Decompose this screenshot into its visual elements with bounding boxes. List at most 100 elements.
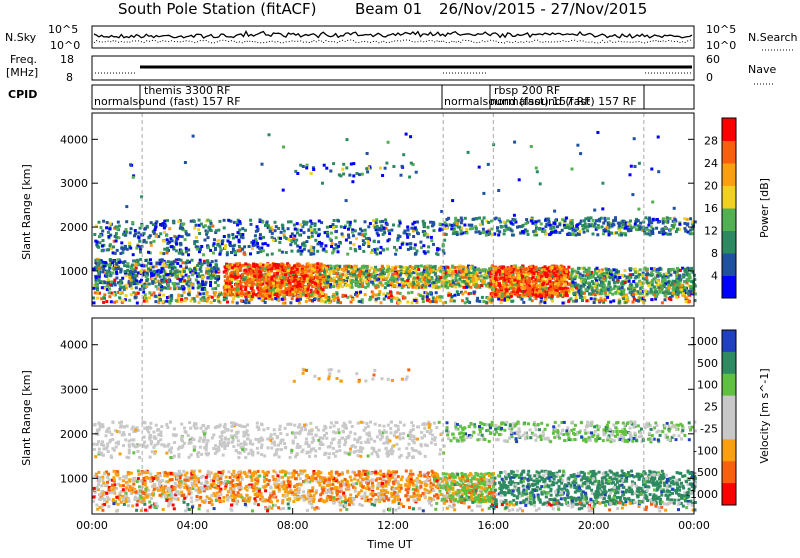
power-cell (249, 219, 252, 222)
power-cell (172, 220, 175, 223)
power-cell (131, 264, 134, 267)
power-cell (298, 233, 301, 236)
power-cell (593, 301, 596, 304)
power-cell (667, 292, 670, 295)
power-cell (193, 242, 196, 245)
power-cell (621, 286, 624, 289)
power-cell (461, 299, 464, 302)
power-cell (240, 292, 243, 295)
power-cell (314, 297, 317, 300)
power-cell (372, 219, 375, 222)
power-cell (214, 281, 217, 284)
power-cell (299, 298, 302, 301)
power-cell (244, 269, 247, 272)
power-cell (95, 243, 98, 246)
power-cell (285, 291, 288, 294)
power-cell (461, 265, 464, 268)
power-cell (387, 269, 390, 272)
power-cell (583, 271, 586, 274)
power-cell (261, 221, 264, 224)
power-cell (457, 293, 460, 296)
power-cell (436, 249, 439, 252)
power-cell (96, 263, 99, 266)
power-cell (432, 286, 435, 289)
power-cell (106, 221, 109, 224)
power-cell (655, 295, 658, 298)
power-cell (296, 268, 299, 271)
power-cell (262, 249, 265, 252)
power-cell (224, 293, 227, 296)
power-cell (426, 295, 429, 298)
power-cell (359, 228, 362, 231)
power-cell (411, 301, 414, 304)
power-cell (626, 299, 629, 302)
power-cell (193, 227, 196, 230)
power-cell (187, 233, 190, 236)
power-cell (332, 279, 335, 282)
power-cell (167, 260, 170, 263)
power-cell (166, 247, 169, 250)
power-cell (667, 281, 670, 284)
power-cell (132, 253, 135, 256)
power-cell (616, 281, 619, 284)
power-cell (204, 224, 207, 227)
power-cell (261, 294, 264, 297)
power-cell (197, 281, 200, 284)
power-cell (163, 220, 166, 223)
power-cell (521, 275, 524, 278)
power-cell (501, 270, 504, 273)
power-cell (228, 285, 231, 288)
power-cell (117, 221, 120, 224)
power-cell (130, 293, 133, 296)
power-cell (139, 258, 142, 261)
power-cell (287, 220, 290, 223)
power-cell (603, 289, 606, 292)
power-cell (281, 298, 284, 301)
power-cell (229, 282, 232, 285)
power-cell (602, 277, 605, 280)
power-cell (526, 279, 529, 282)
power-cell (149, 234, 152, 237)
power-cell (236, 270, 239, 273)
power-cell (299, 223, 302, 226)
power-cell (538, 267, 541, 270)
power-cell (98, 279, 101, 282)
power-cell (305, 240, 308, 243)
power-cell (238, 229, 241, 232)
power-cell (187, 277, 190, 280)
power-cell (215, 264, 218, 267)
power-cell (430, 239, 433, 242)
power-cell (538, 220, 541, 223)
power-cell (315, 270, 318, 273)
noise-panel: 10^5 10^0 10^5 10^0 (48, 23, 736, 52)
power-cell (675, 296, 678, 299)
power-cell (683, 289, 686, 292)
power-cell (462, 273, 465, 276)
power-cell (548, 277, 551, 280)
power-cell (374, 266, 377, 269)
power-cell (155, 265, 158, 268)
power-cell (130, 282, 133, 285)
nsky-series-line (94, 31, 692, 38)
power-cell (187, 253, 190, 256)
cpid-bar: normalsound (fast) 157 RF themis 3300 RF… (92, 84, 694, 109)
power-cell (201, 276, 204, 279)
power-cell (620, 293, 623, 296)
power-cell (330, 245, 333, 248)
power-cell (571, 284, 574, 287)
power-cell (510, 295, 513, 298)
power-cell (595, 282, 598, 285)
power-cell (668, 286, 671, 289)
power-cell (102, 220, 105, 223)
power-cell (102, 301, 105, 304)
power-cell (469, 292, 472, 295)
power-cell (271, 278, 274, 281)
power-cell (419, 294, 422, 297)
power-cell (326, 281, 329, 284)
power-cell (608, 281, 611, 284)
power-cell (688, 290, 691, 293)
power-cell (541, 272, 544, 275)
power-cell (148, 291, 151, 294)
power-cell (461, 292, 464, 295)
power-cell (306, 263, 309, 266)
